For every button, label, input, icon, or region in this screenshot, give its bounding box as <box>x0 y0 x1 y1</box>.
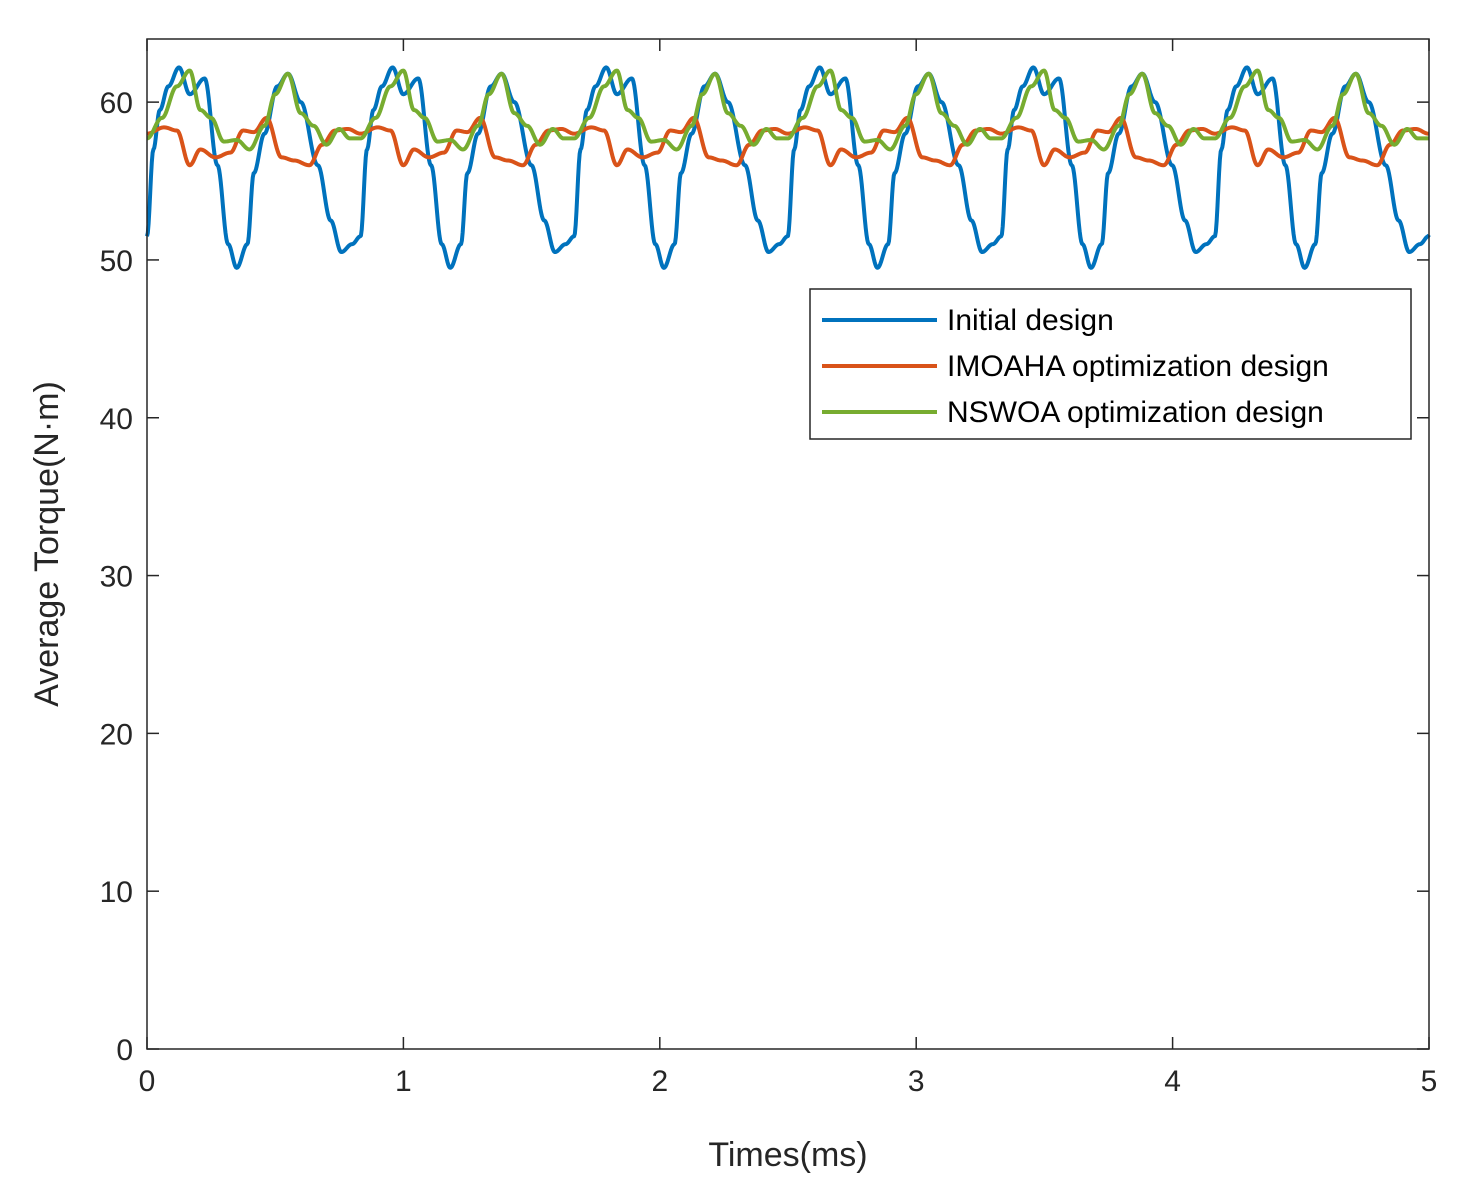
x-tick-label-3: 3 <box>908 1065 925 1098</box>
series-line-0 <box>145 65 1431 270</box>
legend-label-nswoa: NSWOA optimization design <box>947 396 1324 429</box>
x-tick-label-1: 1 <box>395 1065 412 1098</box>
x-tick-label-0: 0 <box>139 1065 156 1098</box>
legend-label-imoaha: IMOAHA optimization design <box>947 350 1329 383</box>
plot-frame <box>146 38 1430 1050</box>
x-tick-label-2: 2 <box>651 1065 668 1098</box>
x-axis-title: Times(ms) <box>708 1136 867 1174</box>
y-tick-label-5: 50 <box>100 245 133 278</box>
series-line-2 <box>145 68 1431 152</box>
x-tick-label-4: 4 <box>1164 1065 1181 1098</box>
x-tick-label-5: 5 <box>1421 1065 1438 1098</box>
y-tick-label-4: 40 <box>100 403 133 436</box>
y-tick-label-1: 10 <box>100 876 133 909</box>
series-layer <box>145 65 1431 270</box>
plot-area <box>147 39 1429 1049</box>
legend: Initial design IMOAHA optimization desig… <box>809 288 1412 440</box>
y-tick-label-2: 20 <box>100 718 133 751</box>
y-tick-label-3: 30 <box>100 561 133 594</box>
legend-label-initial: Initial design <box>947 304 1114 337</box>
y-tick-label-6: 60 <box>100 87 133 120</box>
y-tick-label-0: 0 <box>116 1034 133 1067</box>
series-line-1 <box>145 115 1431 168</box>
y-axis-title: Average Torque(N·m) <box>28 381 66 707</box>
